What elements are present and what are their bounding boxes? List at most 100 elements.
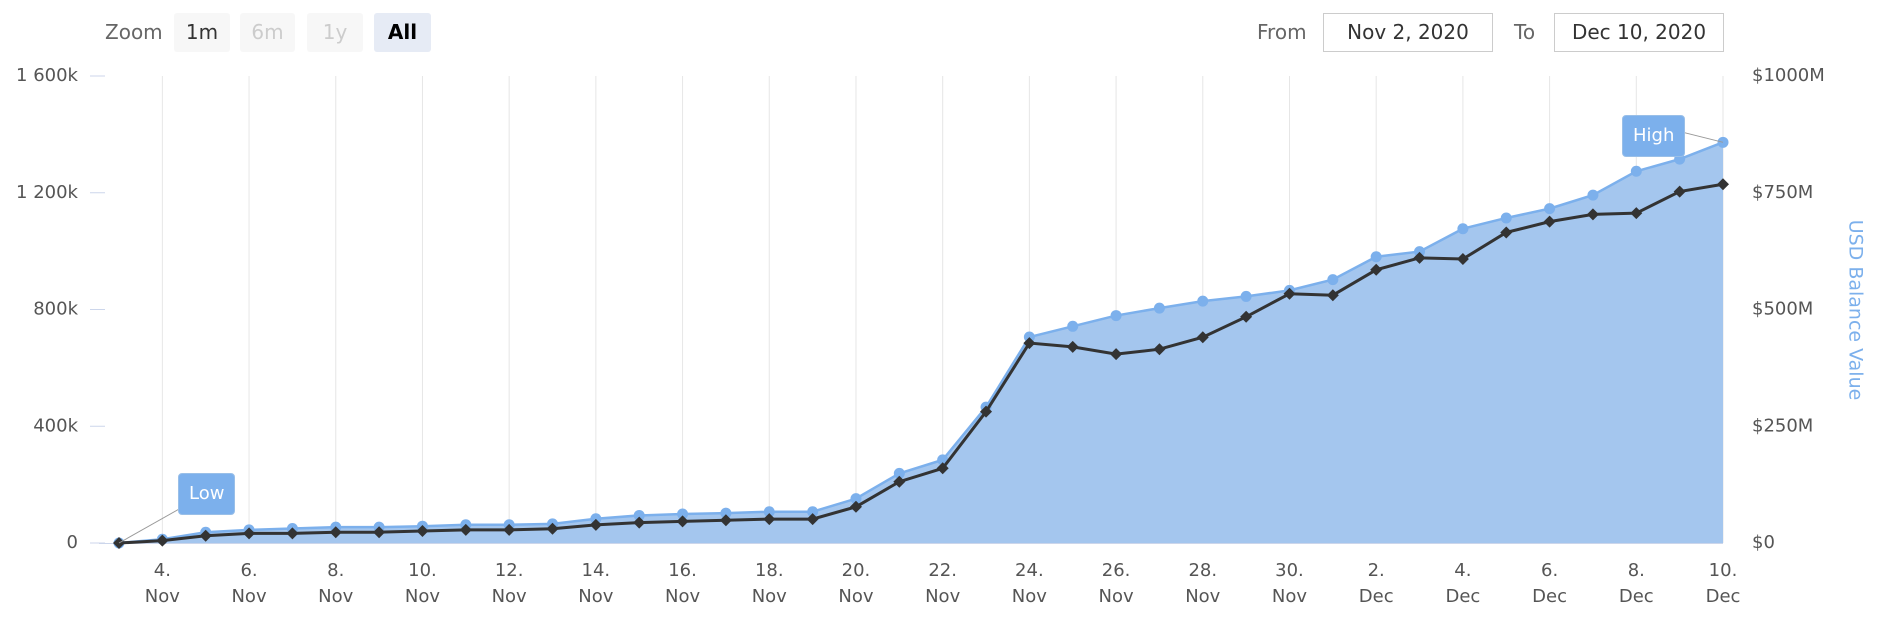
high-flag: High [1622, 115, 1686, 158]
point [590, 513, 602, 525]
zoom-button[interactable]: All [374, 13, 431, 52]
point [1197, 295, 1209, 307]
y2-tick-label: $750M [1752, 182, 1813, 203]
point [1023, 337, 1036, 350]
point [1110, 310, 1122, 322]
y-tick-label: 1 600k [16, 65, 79, 86]
point [1457, 223, 1469, 235]
point [1067, 320, 1079, 332]
point [720, 507, 732, 519]
x-tick-label: 8. Dec [1618, 560, 1654, 607]
point [1630, 207, 1643, 220]
point [719, 514, 732, 527]
x-tick-label: 8. Nov [318, 560, 354, 607]
point [1153, 302, 1165, 314]
point [1240, 290, 1252, 302]
x-tick-label: 4. Nov [144, 560, 180, 607]
y-tick-label: 800k [33, 299, 78, 320]
line [118, 182, 1724, 545]
point [1196, 331, 1209, 344]
to-input[interactable]: Dec 10, 2020 [1554, 13, 1724, 52]
point [849, 500, 862, 513]
x-tick-label: 18. Nov [751, 560, 787, 607]
point [1717, 178, 1729, 191]
area-line [118, 141, 1724, 545]
point [1326, 289, 1339, 302]
zoom-button: 6m [240, 13, 295, 52]
x-tick-label: 6. Dec [1532, 560, 1568, 607]
point [1586, 208, 1599, 221]
x-tick-label: 28. Nov [1185, 560, 1221, 607]
area [119, 142, 1723, 543]
y2-tick-label: $250M [1752, 415, 1813, 436]
point [1110, 348, 1123, 361]
point [1543, 215, 1556, 228]
point [1413, 251, 1426, 264]
flag-connector [1682, 131, 1724, 143]
y2-tick-label: $1000M [1752, 65, 1825, 86]
zoom-button: 1y [307, 13, 363, 52]
point [893, 475, 906, 488]
y-tick-label: 400k [33, 415, 78, 436]
point [676, 515, 689, 528]
x-tick-label: 6. Nov [231, 560, 267, 607]
point [286, 527, 299, 540]
point [1587, 189, 1599, 201]
low-flag: Low [178, 473, 236, 515]
point [1370, 251, 1382, 263]
point [936, 462, 949, 475]
point [1153, 343, 1166, 356]
point [199, 529, 212, 542]
point [416, 525, 429, 538]
point [546, 522, 559, 535]
y-tick-label: 1 200k [16, 182, 79, 203]
point [893, 467, 905, 479]
x-tick-label: 20. Nov [838, 560, 874, 607]
point [1327, 274, 1339, 286]
point [1500, 226, 1513, 239]
point [1370, 263, 1383, 276]
flag-connector [118, 507, 182, 544]
x-tick-label: 12. Nov [491, 560, 527, 607]
x-tick-label: 2. Dec [1358, 560, 1394, 607]
x-tick-label: 26. Nov [1098, 560, 1134, 607]
x-tick-label: 10. Nov [404, 560, 441, 607]
y-tick-label: 0 [67, 532, 78, 553]
point [1240, 310, 1253, 323]
from-input[interactable]: Nov 2, 2020 [1323, 13, 1493, 52]
point [763, 513, 776, 526]
point [806, 513, 819, 526]
x-tick-label: 14. Nov [578, 560, 614, 607]
point [329, 526, 342, 539]
y2-tick-label: $0 [1752, 532, 1775, 553]
point [633, 516, 646, 529]
point [633, 509, 645, 521]
point [850, 493, 862, 505]
point [1500, 212, 1512, 224]
x-tick-label: 16. Nov [664, 560, 701, 607]
point [1456, 253, 1469, 266]
point [1544, 203, 1556, 215]
point [503, 523, 516, 536]
point [1630, 165, 1642, 177]
point [1673, 185, 1686, 198]
y2-axis-title: USD Balance Value [1845, 220, 1867, 401]
point [156, 534, 169, 547]
x-tick-label: 24. Nov [1011, 560, 1047, 607]
point [1023, 331, 1035, 343]
point [243, 527, 256, 540]
point [763, 506, 775, 518]
x-tick-label: 4. Dec [1445, 560, 1481, 607]
point [980, 405, 993, 418]
point [677, 508, 689, 520]
point [373, 526, 386, 539]
to-label: To [1514, 20, 1536, 44]
x-tick-label: 22. Nov [925, 560, 961, 607]
point [1283, 287, 1296, 300]
from-label: From [1257, 20, 1307, 44]
point [1066, 340, 1079, 353]
point [1414, 246, 1426, 258]
zoom-button[interactable]: 1m [174, 13, 230, 52]
